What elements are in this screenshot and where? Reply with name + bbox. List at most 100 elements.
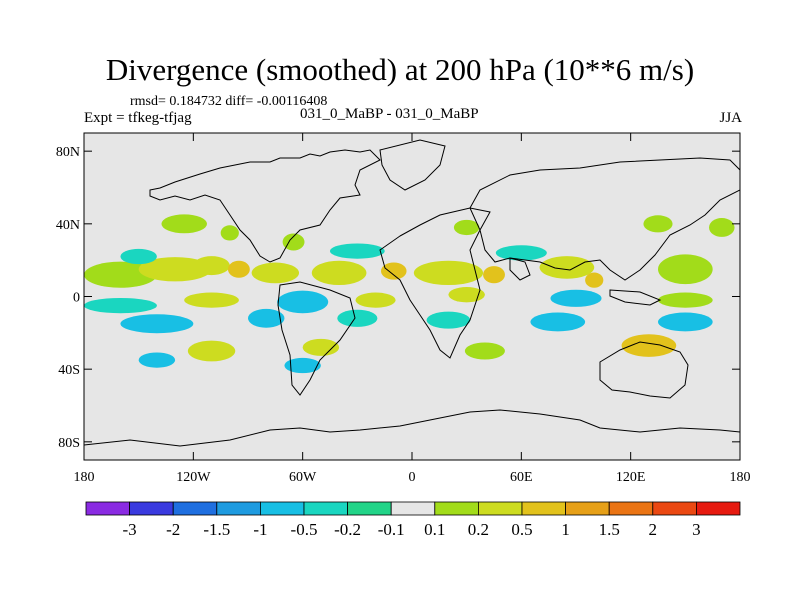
contour-fill-layer: [84, 214, 735, 374]
colorbar-swatch: [608, 501, 654, 516]
colorbar-swatch: [652, 501, 697, 516]
contour-patch: [381, 262, 407, 280]
y-tick-label: 0: [73, 291, 80, 306]
colorbar-label: 2: [649, 520, 658, 539]
colorbar-swatch: [303, 501, 348, 516]
coastline-australia: [599, 341, 689, 399]
contour-patch: [311, 260, 367, 286]
colorbar-label: 1.5: [599, 520, 620, 539]
colorbar-swatch: [216, 501, 261, 516]
coastline-antarctica: [84, 409, 740, 447]
contour-patch: [530, 312, 586, 332]
coastline-north-america: [149, 149, 381, 263]
contour-patch: [539, 256, 595, 279]
contour-patch: [120, 314, 194, 334]
contour-patch: [483, 266, 505, 284]
contour-patch: [227, 260, 250, 278]
contour-patch: [337, 309, 378, 327]
contour-patch: [658, 254, 713, 285]
x-axis: 180 120W 60W 0 60E 120E 180: [74, 133, 751, 485]
x-tick-label: 0: [409, 470, 416, 485]
colorbar-swatch: [129, 501, 174, 516]
y-tick-label: 40S: [58, 363, 80, 378]
colorbar-swatch: [259, 501, 305, 516]
coastline-layer: [84, 139, 740, 447]
colorbar-swatch: [565, 501, 610, 516]
y-tick-label: 80S: [58, 436, 80, 451]
colorbar-label: -0.1: [378, 520, 405, 539]
contour-patch: [248, 308, 285, 328]
contour-patch: [251, 262, 300, 284]
contour-patch: [643, 215, 673, 233]
colorbar-label: -3: [123, 520, 137, 539]
contour-patch: [277, 290, 329, 314]
contour-patch: [138, 352, 176, 368]
colorbar-label: -0.5: [291, 520, 318, 539]
coastline-indonesia: [609, 289, 662, 306]
coastline-south-america: [277, 281, 356, 396]
contour-patch: [658, 312, 713, 332]
y-axis: 80N 40N 0 40S 80S: [56, 145, 740, 451]
colorbar-label: 1: [561, 520, 570, 539]
contour-patch: [355, 292, 396, 308]
colorbar-swatch: [696, 501, 741, 516]
colorbar-label: -1.5: [203, 520, 230, 539]
colorbar-swatch: [85, 501, 130, 516]
colorbar-swatch: [434, 501, 479, 516]
contour-patch: [302, 338, 340, 356]
contour-patch: [330, 243, 385, 259]
x-tick-label: 120E: [616, 470, 646, 485]
contour-patch: [184, 292, 239, 308]
contour-patch: [284, 357, 321, 374]
coastline-europe-africa: [379, 207, 491, 359]
coastline-arabia: [509, 257, 531, 281]
contour-patch: [220, 225, 239, 241]
case-label: 031_0_MaBP - 031_0_MaBP: [300, 106, 479, 122]
coastline-greenland: [379, 139, 446, 191]
colorbar-label: 0.1: [424, 520, 445, 539]
colorbar-swatch: [172, 501, 218, 516]
colorbar-label: 0.5: [511, 520, 532, 539]
colorbar-label: -0.2: [334, 520, 361, 539]
colorbar-label: 0.2: [468, 520, 489, 539]
y-tick-label: 80N: [56, 145, 80, 160]
contour-patch: [161, 214, 208, 234]
x-tick-label: 60W: [289, 470, 317, 485]
contour-patch: [550, 289, 602, 307]
contour-patch: [138, 257, 212, 282]
contour-patch: [120, 248, 157, 265]
x-tick-label: 180: [730, 470, 751, 485]
contour-patch: [621, 334, 677, 357]
stats-label: rmsd= 0.184732 diff= -0.00116408: [130, 94, 328, 109]
colorbar-swatch: [390, 501, 436, 516]
experiment-label: Expt = tfkeg-tfjag: [84, 110, 192, 126]
colorbar-label: -2: [166, 520, 180, 539]
colorbar-swatch: [477, 501, 523, 516]
contour-patch: [464, 342, 505, 360]
x-tick-label: 120W: [176, 470, 211, 485]
map-background: [84, 133, 740, 460]
chart-title: Divergence (smoothed) at 200 hPa (10**6 …: [105, 52, 695, 87]
colorbar: -3 -2 -1.5 -1 -0.5 -0.2 -0.1 0.1 0.2 0.5 1 1.5 2 3: [85, 501, 741, 539]
contour-patch: [187, 340, 236, 362]
colorbar-swatch: [521, 501, 566, 516]
contour-patch: [709, 218, 735, 237]
contour-patch: [413, 260, 484, 286]
y-tick-label: 40N: [56, 218, 80, 233]
x-tick-label: 180: [74, 470, 95, 485]
coastline-asia: [469, 157, 740, 281]
contour-patch: [453, 219, 480, 236]
contour-patch: [84, 261, 157, 288]
contour-patch: [585, 272, 604, 288]
contour-patch: [426, 311, 471, 329]
contour-patch: [658, 292, 713, 308]
colorbar-label: 3: [692, 520, 701, 539]
season-label: JJA: [719, 110, 742, 126]
contour-patch: [282, 233, 305, 251]
contour-patch: [448, 287, 485, 303]
contour-patch: [84, 297, 157, 314]
contour-patch: [495, 245, 547, 261]
colorbar-label: -1: [253, 520, 267, 539]
x-tick-label: 60E: [510, 470, 533, 485]
